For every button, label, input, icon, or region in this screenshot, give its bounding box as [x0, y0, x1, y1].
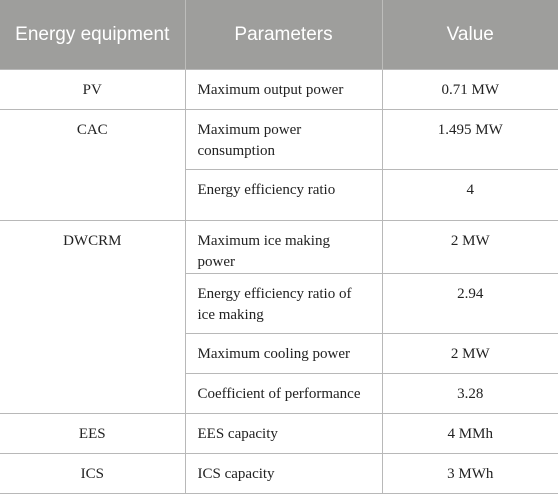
table-row: Energy efficiency ratio of ice making 2.… — [0, 273, 558, 334]
header-energy-equipment: Energy equipment — [0, 0, 186, 70]
equipment-cell-cac: CAC — [0, 109, 186, 221]
value-cell: 2.94 — [381, 273, 558, 334]
equipment-cell-dwcrm: DWCRM — [0, 220, 186, 414]
table-row: PV Maximum output power 0.71 MW — [0, 69, 558, 110]
value-cell: 2 MW — [381, 333, 558, 374]
equipment-cell-pv: PV — [0, 69, 186, 110]
table-row: Coefficient of performance 3.28 — [0, 373, 558, 414]
table-header: Energy equipment Parameters Value — [0, 0, 558, 70]
table-body: PV Maximum output power 0.71 MW CAC Maxi… — [0, 69, 558, 494]
parameter-cell: Maximum ice making power — [184, 220, 383, 274]
value-cell: 4 MMh — [381, 413, 558, 454]
parameter-cell: Energy efficiency ratio of ice making — [185, 273, 383, 334]
value-cell: 4 — [381, 169, 558, 221]
table-row: EES EES capacity 4 MMh — [0, 413, 558, 454]
value-cell: 1.495 MW — [381, 109, 558, 170]
parameter-cell: Maximum power consumption — [184, 109, 383, 170]
parameter-cell: Energy efficiency ratio — [185, 169, 383, 221]
value-cell: 3.28 — [381, 373, 558, 414]
table-row: CAC Maximum power consumption 1.495 MW — [0, 109, 558, 221]
parameter-cell: Maximum output power — [184, 69, 383, 110]
value-cell: 0.71 MW — [381, 69, 558, 110]
table-row: Maximum cooling power 2 MW — [0, 333, 558, 374]
parameter-cell: Coefficient of performance — [185, 373, 383, 414]
table-row: Energy efficiency ratio 4 — [0, 169, 558, 221]
equipment-cell-ees: EES — [0, 413, 186, 454]
parameter-cell: EES capacity — [184, 413, 383, 454]
parameter-cell: Maximum cooling power — [185, 333, 383, 374]
value-cell: 2 MW — [381, 220, 558, 274]
table-row: DWCRM Maximum ice making power 2 MW — [0, 220, 558, 414]
header-value: Value — [382, 0, 558, 70]
header-row: Energy equipment Parameters Value — [0, 0, 558, 70]
header-parameters: Parameters — [185, 0, 383, 70]
